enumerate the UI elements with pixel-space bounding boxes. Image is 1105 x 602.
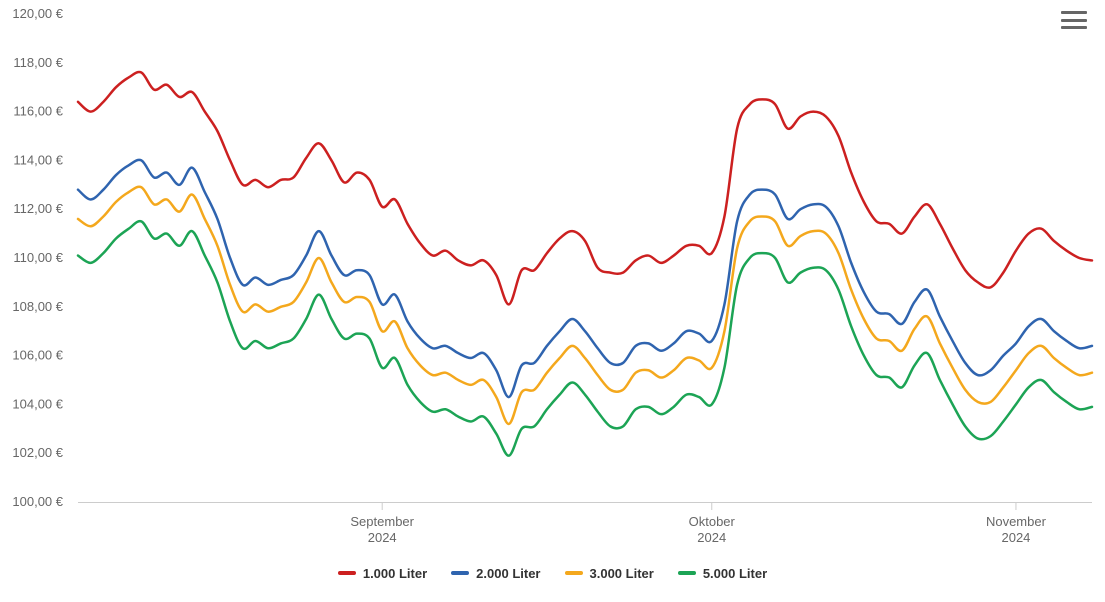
series-lines <box>78 72 1092 456</box>
legend-label: 1.000 Liter <box>363 566 427 581</box>
x-tick-month: Oktober <box>689 514 736 529</box>
legend-label: 2.000 Liter <box>476 566 540 581</box>
legend-item[interactable]: 2.000 Liter <box>451 566 540 581</box>
x-tick-month: November <box>986 514 1047 529</box>
y-tick-label: 118,00 € <box>13 55 63 70</box>
legend-swatch <box>678 571 696 575</box>
y-axis: 100,00 € 102,00 € 104,00 € 106,00 € 108,00 €… <box>12 6 63 509</box>
legend-swatch <box>451 571 469 575</box>
y-tick-label: 104,00 € <box>12 396 63 411</box>
legend-label: 5.000 Liter <box>703 566 767 581</box>
legend-label: 3.000 Liter <box>590 566 654 581</box>
hamburger-icon <box>1061 11 1087 14</box>
legend-swatch <box>565 571 583 575</box>
series-line <box>78 160 1092 397</box>
x-tick-year: 2024 <box>697 530 726 545</box>
x-axis: September2024Oktober2024November2024 <box>78 502 1092 545</box>
chart-canvas: 100,00 € 102,00 € 104,00 € 106,00 € 108,00 €… <box>0 0 1105 602</box>
y-tick-label: 116,00 € <box>13 104 63 119</box>
x-tick-month: September <box>350 514 414 529</box>
chart-menu-button[interactable] <box>1061 9 1087 31</box>
y-tick-label: 108,00 € <box>12 299 63 314</box>
y-tick-label: 112,00 € <box>13 201 63 216</box>
y-tick-label: 114,00 € <box>13 152 63 167</box>
series-line <box>78 72 1092 304</box>
y-tick-label: 100,00 € <box>12 494 63 509</box>
y-tick-label: 120,00 € <box>12 6 63 21</box>
y-tick-label: 110,00 € <box>13 250 63 265</box>
legend-item[interactable]: 1.000 Liter <box>338 566 427 581</box>
legend-swatch <box>338 571 356 575</box>
legend: 1.000 Liter 2.000 Liter 3.000 Liter 5.000 L… <box>0 563 1105 581</box>
x-tick-year: 2024 <box>368 530 397 545</box>
legend-item[interactable]: 5.000 Liter <box>678 566 767 581</box>
x-tick-year: 2024 <box>1001 530 1030 545</box>
legend-item[interactable]: 3.000 Liter <box>565 566 654 581</box>
y-tick-label: 102,00 € <box>12 445 63 460</box>
y-tick-label: 106,00 € <box>12 348 63 363</box>
price-line-chart: 100,00 € 102,00 € 104,00 € 106,00 € 108,00 €… <box>0 0 1105 602</box>
